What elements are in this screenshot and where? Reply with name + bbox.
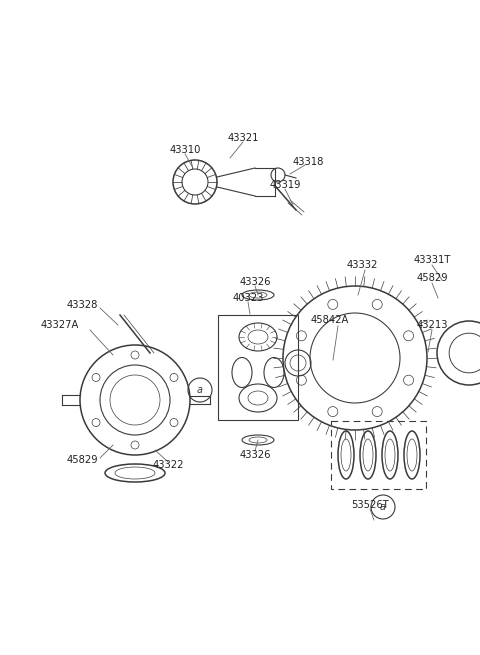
- Text: 43326: 43326: [239, 450, 271, 460]
- Text: 53526T: 53526T: [351, 500, 389, 510]
- Text: 43319: 43319: [269, 180, 301, 190]
- Text: 43213: 43213: [416, 320, 448, 330]
- Text: 45842A: 45842A: [311, 315, 349, 325]
- Text: 43327A: 43327A: [41, 320, 79, 330]
- Text: a: a: [380, 502, 386, 512]
- Bar: [218, 315, 298, 420]
- Text: 45829: 45829: [66, 455, 98, 465]
- Text: 40323: 40323: [232, 293, 264, 303]
- Text: 43332: 43332: [346, 260, 378, 270]
- Text: 43326: 43326: [239, 277, 271, 287]
- Text: 43322: 43322: [152, 460, 184, 470]
- Text: 43310: 43310: [169, 145, 201, 155]
- Text: 43318: 43318: [292, 157, 324, 167]
- Text: 43321: 43321: [227, 133, 259, 143]
- Text: 43331T: 43331T: [413, 255, 451, 265]
- Bar: [331, 421, 425, 489]
- Text: 45829: 45829: [416, 273, 448, 283]
- Text: a: a: [197, 385, 203, 395]
- Text: 43328: 43328: [66, 300, 98, 310]
